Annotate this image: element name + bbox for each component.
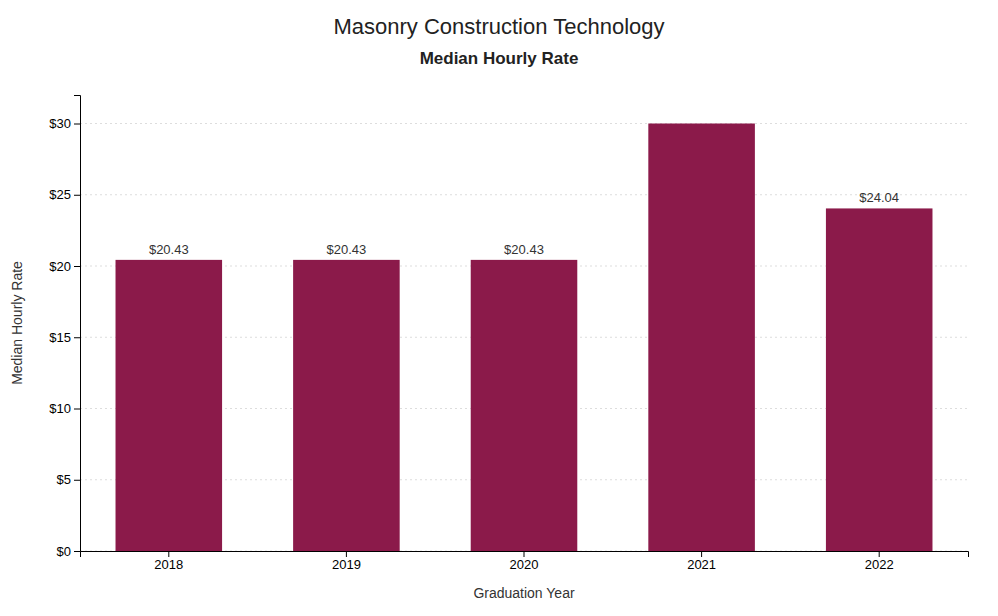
y-tick-mark — [74, 409, 80, 410]
y-tick-label: $20 — [49, 259, 71, 274]
subtitle: Median Hourly Rate — [420, 49, 579, 68]
x-tick: 2018 — [154, 551, 183, 572]
x-tick-mark — [168, 551, 169, 557]
x-tick-mark — [524, 551, 525, 557]
y-tick-label: $10 — [49, 401, 71, 416]
data-label: $20.43 — [504, 242, 544, 257]
y-tick: $20 — [49, 259, 80, 274]
y-axis-title: Median Hourly Rate — [9, 261, 25, 385]
y-tick: $0 — [57, 544, 80, 559]
data-label: $24.04 — [859, 190, 899, 205]
grid-line — [80, 123, 968, 124]
grid-line — [80, 194, 968, 195]
title: Masonry Construction Technology — [334, 14, 665, 39]
y-axis: $0 $5 $10 $15 $20 $25 $30 — [49, 96, 80, 559]
x-tick-mark — [879, 551, 880, 557]
x-axis-title: Graduation Year — [473, 585, 575, 601]
x-tick-mark — [701, 551, 702, 557]
x-tick: 2020 — [510, 551, 539, 572]
y-tick-mark — [74, 124, 80, 125]
x-tick-label: 2020 — [510, 557, 539, 572]
bars — [116, 124, 933, 552]
x-axis-line — [81, 552, 969, 558]
x-tick-label: 2021 — [687, 557, 716, 572]
y-tick-label: $0 — [57, 544, 71, 559]
y-tick: $10 — [49, 401, 80, 416]
bar — [116, 260, 223, 551]
data-labels: $20.43 $20.43 $20.43 $24.04 — [149, 190, 899, 256]
x-tick-label: 2018 — [154, 557, 183, 572]
y-tick: $25 — [49, 187, 80, 202]
x-tick-label: 2019 — [332, 557, 361, 572]
y-tick-mark — [74, 266, 80, 267]
bar — [471, 260, 578, 551]
bar — [648, 124, 755, 552]
y-tick-mark — [74, 480, 80, 481]
x-tick-mark — [346, 551, 347, 557]
data-label: $20.43 — [327, 242, 367, 257]
data-label: $20.43 — [149, 242, 189, 257]
y-tick-label: $15 — [49, 330, 71, 345]
bar — [826, 208, 933, 551]
x-tick: 2022 — [865, 551, 894, 572]
y-tick: $5 — [57, 472, 80, 487]
x-tick: 2021 — [687, 551, 716, 572]
y-tick-label: $25 — [49, 187, 71, 202]
y-tick-mark — [74, 337, 80, 338]
y-tick: $30 — [49, 116, 80, 131]
plot: $20.43 $20.43 $20.43 $24.04 2018 2019 2020 2021… — [49, 96, 968, 573]
y-tick-mark — [74, 195, 80, 196]
x-tick-label: 2022 — [865, 557, 894, 572]
y-tick-label: $30 — [49, 116, 71, 131]
bar — [293, 260, 400, 551]
y-tick-mark — [74, 551, 80, 552]
x-axis: 2018 2019 2020 2021 2022 — [81, 551, 969, 572]
x-tick: 2019 — [332, 551, 361, 572]
y-axis-line — [74, 96, 81, 552]
grid — [80, 124, 968, 552]
chart: Masonry Construction Technology Median Ho… — [0, 0, 998, 616]
y-tick: $15 — [49, 330, 80, 345]
y-tick-label: $5 — [57, 472, 71, 487]
